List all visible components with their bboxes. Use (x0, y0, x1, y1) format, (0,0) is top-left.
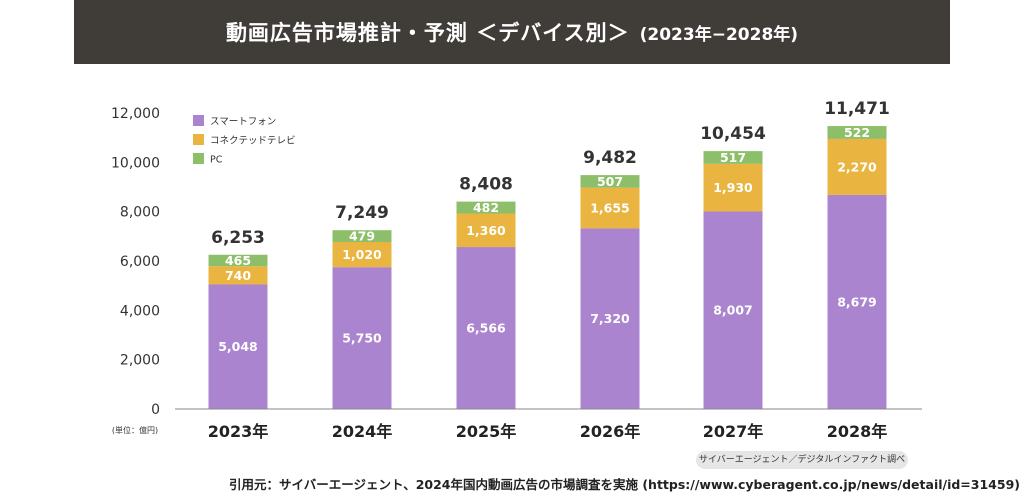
stacked-bar-chart: 0 2,000 4,000 6,000 8,000 10,000 12,000 (単位：億円)… (111, 99, 922, 441)
bar-segment (827, 138, 887, 195)
data-label: 6,566 (466, 321, 506, 336)
bar-segment (703, 163, 763, 212)
bar-segment (580, 228, 640, 409)
bar-segment (827, 126, 887, 139)
data-label: 479 (349, 229, 375, 244)
bar-segment (208, 284, 268, 409)
citation-text: 引用元：サイバーエージェント、2024年国内動画広告の市場調査を実施 (http… (228, 477, 1020, 492)
y-tick-label: 12,000 (111, 106, 160, 122)
legend-swatch (193, 153, 204, 164)
x-tick-label: 2026年 (580, 422, 641, 441)
total-label: 8,408 (459, 175, 513, 195)
total-label: 11,471 (824, 99, 890, 119)
total-label: 10,454 (700, 124, 766, 144)
y-tick-label: 10,000 (111, 155, 160, 171)
bar-segment (208, 266, 268, 285)
bar-segment (456, 247, 516, 409)
total-label: 7,249 (335, 203, 389, 223)
data-label: 7,320 (590, 311, 630, 326)
chart-title: 動画広告市場推計・予測 ＜デバイス別＞ (225, 21, 630, 45)
y-tick-label: 8,000 (120, 205, 160, 221)
bar-segment (827, 194, 887, 409)
x-tick-label: 2028年 (827, 422, 888, 441)
legend-label: PC (210, 155, 223, 166)
bar-segment (580, 187, 640, 229)
data-label: 1,020 (342, 247, 382, 262)
total-label: 9,482 (583, 148, 637, 168)
data-label: 1,360 (466, 223, 506, 238)
total-label: 6,253 (211, 228, 265, 248)
bar-segment (332, 242, 392, 268)
x-tick-label: 2025年 (456, 422, 517, 441)
y-tick-label: 0 (151, 402, 160, 418)
x-tick-label: 2024年 (332, 422, 393, 441)
bar-segment (703, 151, 763, 164)
x-tick-label: 2027年 (703, 422, 764, 441)
data-label: 5,048 (218, 339, 258, 354)
data-label: 482 (473, 200, 499, 215)
data-label: 517 (720, 150, 746, 165)
data-label: 507 (597, 174, 623, 189)
bar-segment (580, 175, 640, 188)
y-tick-label: 6,000 (120, 254, 160, 270)
data-label: 1,930 (713, 180, 753, 195)
data-label: 465 (225, 253, 251, 268)
legend-swatch (193, 115, 204, 126)
data-label: 8,679 (837, 294, 877, 309)
y-tick-label: 2,000 (120, 353, 160, 369)
bar-segment (456, 213, 516, 248)
data-label: 522 (844, 125, 870, 140)
bar-segment (703, 211, 763, 409)
legend-label: スマートフォン (210, 117, 276, 128)
y-tick-label: 4,000 (120, 303, 160, 319)
legend-label: コネクテッドテレビ (210, 136, 296, 147)
bar-segment (208, 254, 268, 267)
title-bar: 動画広告市場推計・予測 ＜デバイス別＞ (2023年−2028年) (74, 0, 950, 64)
unit-label: (単位：億円) (112, 425, 158, 435)
data-label: 1,655 (590, 201, 630, 216)
data-label: 740 (225, 268, 251, 283)
bar-segment (332, 267, 392, 409)
x-tick-label: 2023年 (208, 422, 269, 441)
bar-segment (456, 201, 516, 214)
chart-subtitle: (2023年−2028年) (639, 24, 799, 45)
bar-segment (332, 230, 392, 243)
source-badge: サイバーエージェント／デジタルインファクト調べ (696, 451, 908, 469)
legend-swatch (193, 134, 204, 145)
data-label: 2,270 (837, 159, 877, 174)
data-label: 8,007 (713, 303, 753, 318)
data-label: 5,750 (342, 331, 382, 346)
